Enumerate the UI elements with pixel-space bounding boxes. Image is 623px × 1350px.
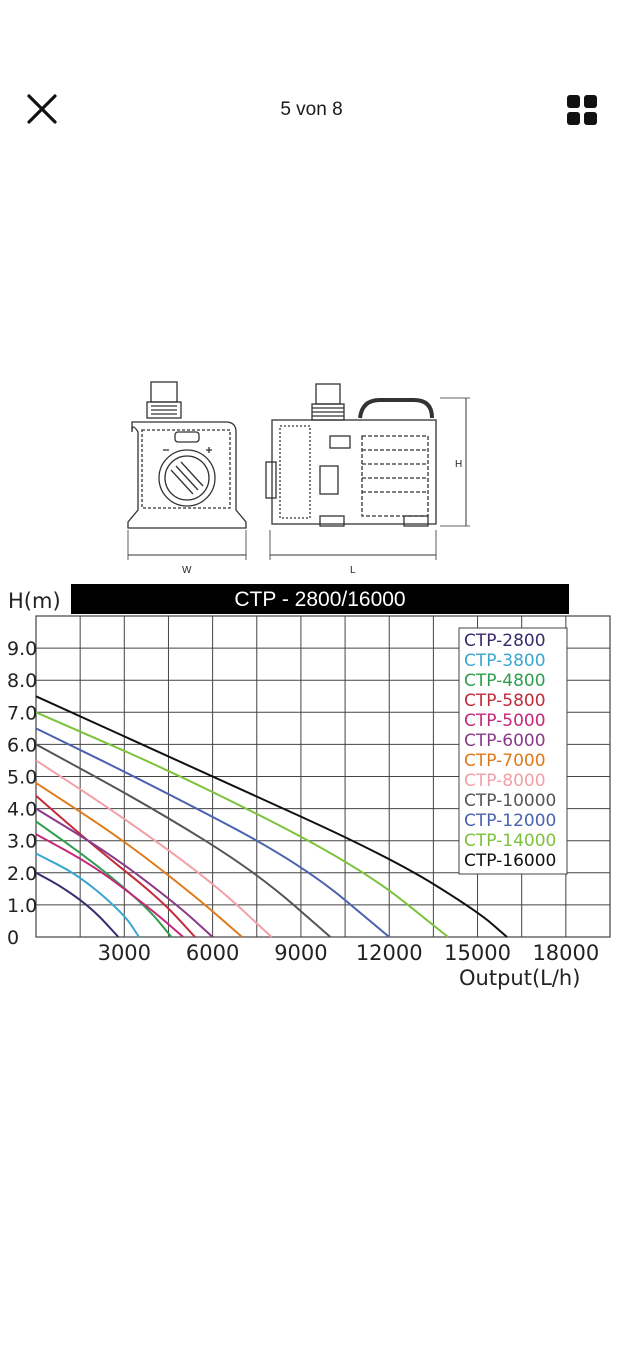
y-tick-label: 4.0 [7,799,37,821]
y-tick-label: 7.0 [7,702,37,724]
legend-entry: CTP-10000 [464,791,556,811]
viewer-top-bar: 5 von 8 [0,0,623,220]
series-line-ctp-8000 [35,759,273,938]
series-line-ctp-7000 [35,782,243,938]
legend-box [458,627,568,875]
y-tick-label: 3.0 [7,831,37,853]
performance-chart: CTP - 2800/16000 H(m) Output(L/h) 0 1.0 2.… [7,584,611,990]
y-axis-label: H(m) [8,589,61,613]
grid-view-button[interactable] [562,90,602,130]
series-line-ctp-5000 [35,833,184,938]
legend-entry: CTP-5000 [464,711,546,731]
y-tick-label: 1.0 [7,895,37,917]
grid-view-icon [567,95,597,125]
legend-entry: CTP-3800 [464,651,546,671]
x-tick-label: 3000 [98,941,151,965]
legend-entry: CTP-5800 [464,691,546,711]
x-axis-label: Output(L/h) [459,966,580,990]
x-tick-label: 18000 [532,941,599,965]
series-line-ctp-12000 [35,727,390,938]
legend-entry: CTP-8000 [464,771,546,791]
y-tick-label: 9.0 [7,638,37,660]
pump-side-view [265,383,470,560]
legend-entry: CTP-4800 [464,671,546,691]
y-tick-label: 2.0 [7,863,37,885]
legend-entry: CTP-16000 [464,851,556,871]
chart-legend: CTP-2800CTP-3800CTP-4800CTP-5800CTP-5000… [458,627,568,875]
legend-entry: CTP-6000 [464,731,546,751]
dimension-h-label: H [455,459,462,470]
y-tick-label: 5.0 [7,767,37,789]
y-tick-label: 0 [7,927,19,949]
close-button[interactable] [22,90,62,130]
product-image: W L H [7,381,611,990]
series-line-ctp-6000 [35,807,214,938]
x-tick-label: 6000 [186,941,239,965]
image-counter: 5 von 8 [280,99,343,120]
chart-title: CTP - 2800/16000 [234,588,405,611]
chart-series [35,695,508,938]
y-tick-label: 8.0 [7,670,37,692]
y-tick-label: 6.0 [7,734,37,756]
dimension-w-label: W [182,565,192,576]
legend-entry: CTP-2800 [464,631,546,651]
series-line-ctp-10000 [35,743,332,938]
series-line-ctp-2800 [35,871,120,938]
series-line-ctp-5800 [35,795,196,938]
chart-ticks: 0 1.0 2.0 3.0 4.0 5.0 6.0 7.0 8.0 9.0 3000 6000 9000… [7,638,599,965]
series-line-ctp-14000 [35,711,449,938]
dimension-l-label: L [350,565,356,576]
series-line-ctp-3800 [35,852,140,938]
legend-entry: CTP-7000 [464,751,546,771]
close-icon [27,94,57,124]
series-line-ctp-4800 [35,820,173,938]
chart-title-bar [71,584,569,614]
legend-entry: CTP-14000 [464,831,556,851]
x-tick-label: 9000 [274,941,327,965]
x-tick-label: 15000 [444,941,511,965]
x-tick-label: 12000 [356,941,423,965]
legend-entry: CTP-12000 [464,811,556,831]
series-line-ctp-16000 [35,695,508,938]
pump-front-view [127,381,247,560]
image-viewer[interactable]: W L H [0,370,623,1000]
